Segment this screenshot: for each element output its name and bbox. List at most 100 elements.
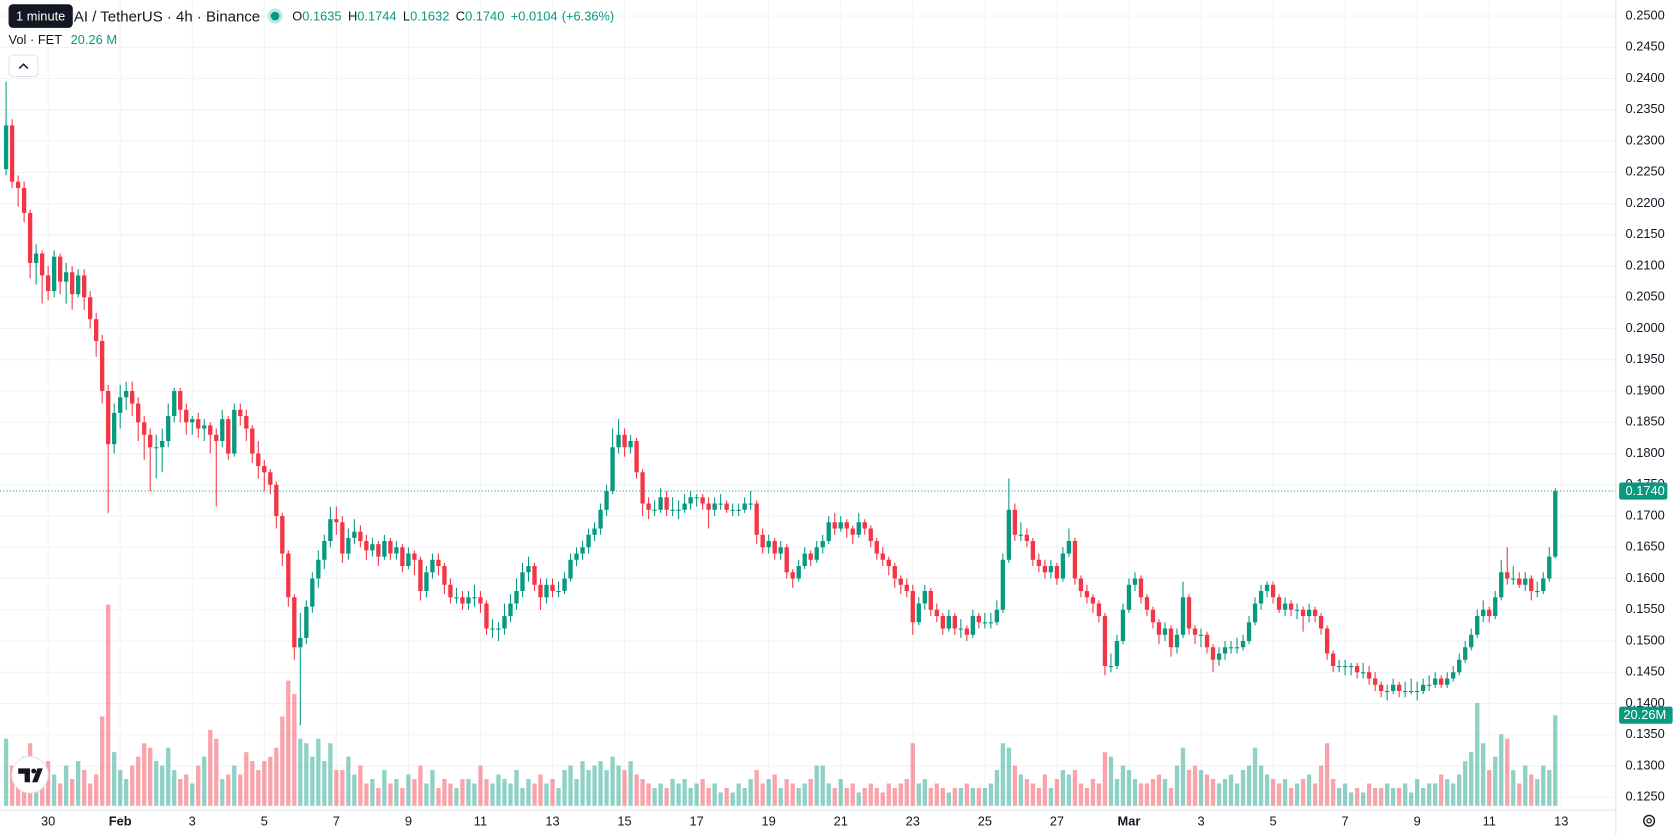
volume-bar (736, 783, 741, 806)
market-status[interactable] (270, 11, 280, 21)
volume-bar (1511, 770, 1516, 806)
candle-body (904, 584, 909, 592)
volume-bar (544, 783, 549, 806)
volume-bar (1541, 765, 1546, 806)
volume-bar (826, 783, 831, 806)
ohlc-open: O0.1635 (292, 8, 342, 24)
volume-bar (922, 778, 927, 806)
candle-body (190, 419, 195, 423)
candle-body (1210, 647, 1216, 660)
candle-body (1348, 666, 1354, 668)
volume-bar (1018, 774, 1024, 806)
volume-bar (1174, 765, 1180, 806)
candle-body (112, 412, 117, 445)
volume-bar (646, 783, 651, 806)
volume-bar (1048, 787, 1054, 806)
volume-bar (418, 765, 423, 806)
volume-bar (1276, 783, 1282, 806)
candle-body (748, 503, 753, 505)
candle-body (1216, 653, 1222, 660)
candle-body (33, 253, 39, 263)
volume-bar (988, 783, 994, 806)
ohlc-high: H0.1744 (347, 8, 397, 24)
candle-body (1156, 622, 1162, 635)
candle-body (1096, 603, 1102, 617)
volume-bar (838, 778, 843, 806)
candle-body (316, 559, 321, 579)
volume-bar (1006, 747, 1012, 806)
volume-bar (1192, 765, 1198, 806)
axes: 0.2500 0.2450 0.2400 0.2350 0.2300 0.2250 0.22… (41, 7, 1673, 828)
volume-bar (304, 743, 309, 806)
volume-bar (346, 756, 351, 806)
candle-body (496, 628, 501, 630)
volume-bar (1084, 787, 1090, 806)
ohlc-low: L0.1632 (402, 8, 450, 24)
candle-body (1390, 684, 1396, 692)
candle-body (256, 453, 261, 467)
candle-body (106, 391, 111, 445)
volume-bar (1409, 792, 1414, 806)
x-tick-label: 9 (1414, 813, 1421, 828)
candle-body (472, 597, 477, 599)
symbol-title[interactable]: AI / TetherUS · 4h · Binance (73, 7, 261, 25)
tradingview-logo[interactable] (11, 756, 49, 794)
candle-body (268, 472, 273, 485)
x-tick-label: 3 (189, 813, 196, 828)
volume-bar (634, 774, 639, 806)
volume-bar (220, 778, 225, 806)
volume-bar (1270, 778, 1276, 806)
volume-bar (1306, 774, 1312, 806)
volume-bar (496, 774, 501, 806)
candle-body (418, 559, 423, 592)
volume-bar (1216, 783, 1222, 806)
volume-bar (616, 765, 621, 806)
volume-bar (520, 787, 525, 806)
candle-body (166, 416, 171, 442)
candle-body (1126, 584, 1132, 610)
volume-bar (1348, 792, 1354, 806)
volume-bar (1403, 783, 1408, 806)
volume-bar (1180, 747, 1186, 806)
volume-bar (1529, 774, 1534, 806)
volume-bar (382, 770, 387, 806)
volume-bar (1090, 778, 1096, 806)
candle-body (124, 391, 129, 398)
candle-body (1535, 591, 1540, 593)
volume-bar (424, 783, 429, 806)
candle-body (586, 534, 591, 548)
volume-bar (742, 787, 747, 806)
candle-body (39, 253, 45, 276)
volume-bar (69, 778, 75, 806)
volume-bar (1240, 770, 1246, 806)
y-tick-label: 0.1550 (1626, 601, 1665, 616)
candle-body (952, 616, 957, 629)
volume-bar (718, 792, 723, 806)
candle-body (196, 419, 201, 429)
settings-button[interactable] (1643, 814, 1656, 827)
volume-pane (3, 604, 1558, 806)
candle-body (1445, 678, 1450, 685)
volume-bar (1252, 747, 1258, 806)
x-tick-label: 30 (41, 813, 55, 828)
collapse-button[interactable] (8, 54, 39, 78)
candle-body (1427, 684, 1432, 686)
volume-bar (1505, 738, 1510, 806)
candle-body (334, 519, 339, 523)
candle-body (1024, 534, 1030, 542)
volume-bar (538, 774, 543, 806)
volume-bar (1024, 778, 1030, 806)
volume-bar (946, 792, 951, 806)
volume-bar (784, 778, 789, 806)
candle-body (598, 509, 603, 529)
volume-bar (958, 787, 963, 806)
candle-body (100, 341, 105, 392)
x-tick-label: 25 (978, 813, 992, 828)
candle-body (136, 403, 141, 423)
candle-body (442, 566, 447, 585)
volume-bar (1060, 770, 1066, 806)
candle-body (1186, 597, 1192, 629)
volume-bar (622, 770, 627, 806)
x-tick-label: 5 (1269, 813, 1276, 828)
candle-body (142, 422, 147, 435)
